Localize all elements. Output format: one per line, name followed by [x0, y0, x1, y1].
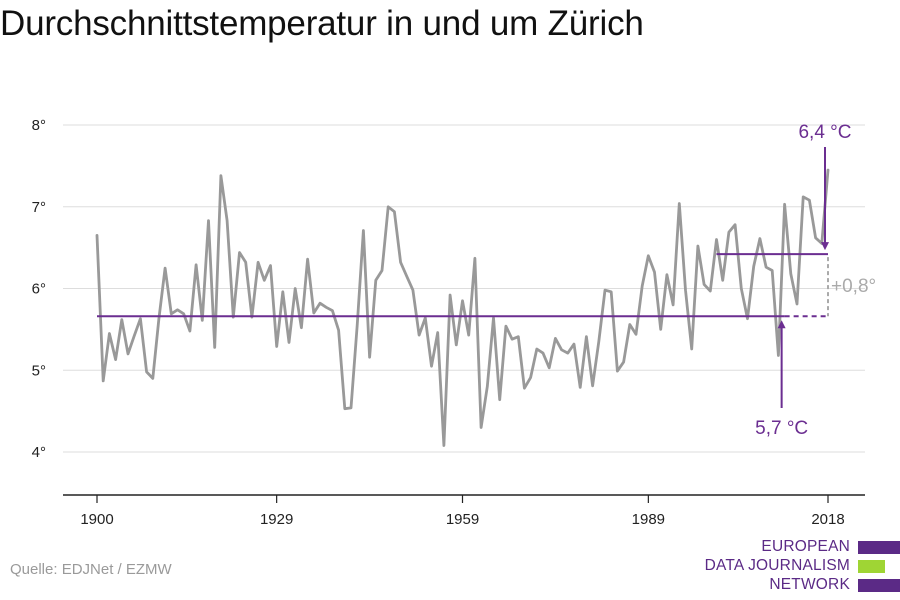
y-tick-label: 6°	[32, 281, 46, 298]
edjnet-logo: EUROPEAN DATA JOURNALISM NETWORK	[700, 538, 900, 598]
x-tick-label: 1929	[260, 511, 293, 528]
logo-bar-purple-bottom	[858, 579, 900, 592]
grid-layer	[63, 124, 865, 453]
logo-line-3: NETWORK	[769, 576, 850, 593]
y-tick-label: 5°	[32, 362, 46, 379]
series-line	[95, 168, 830, 447]
x-axis: 1900 1929 1959 1989 2018	[63, 494, 865, 528]
y-axis-ticks: 4° 5° 6° 7° 8°	[32, 117, 46, 461]
y-tick-label: 4°	[32, 444, 46, 461]
y-tick-label: 8°	[32, 117, 46, 134]
logo-bar-purple-top	[858, 541, 900, 554]
x-tick-label: 1900	[80, 511, 113, 528]
x-tick-label: 2018	[811, 511, 844, 528]
logo-line-1: EUROPEAN	[761, 538, 850, 555]
recent-value-label: 6,4 °C	[798, 122, 851, 143]
x-tick-label: 1959	[446, 511, 479, 528]
series-layer	[95, 168, 830, 447]
baseline-value-label: 5,7 °C	[755, 418, 808, 439]
logo-line-2: DATA JOURNALISM	[704, 557, 850, 574]
annotation-layer: 5,7 °C 6,4 °C +0,8°	[97, 122, 876, 439]
difference-label: +0,8°	[831, 276, 876, 297]
x-tick-label: 1989	[632, 511, 665, 528]
source-note: Quelle: EDJNet / EZMW	[10, 561, 172, 578]
chart-title: Durchschnittstemperatur in und um Zürich	[0, 4, 644, 43]
logo-bar-green	[858, 560, 885, 573]
y-tick-label: 7°	[32, 199, 46, 216]
